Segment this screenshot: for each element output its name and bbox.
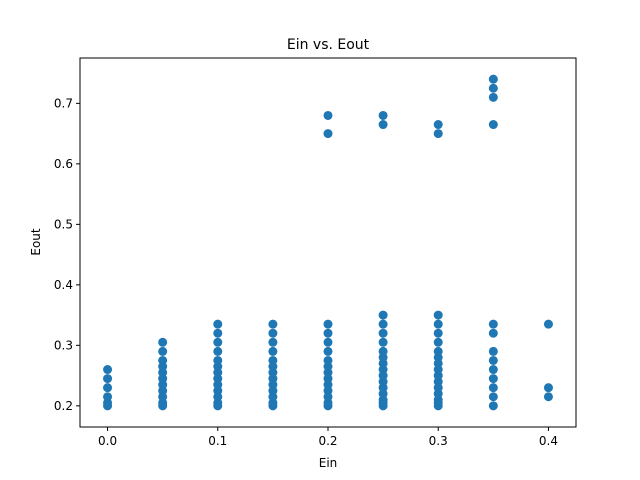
data-point xyxy=(433,328,443,338)
data-point xyxy=(323,129,333,139)
data-point xyxy=(488,355,498,365)
data-point xyxy=(103,374,113,384)
x-axis-ticks: 0.0 0.1 0.2 0.3 0.4 xyxy=(98,427,558,448)
data-point xyxy=(378,310,388,320)
data-point xyxy=(488,401,498,411)
data-point xyxy=(378,346,388,356)
data-point xyxy=(433,129,443,139)
data-point xyxy=(433,346,443,356)
data-point xyxy=(268,355,278,365)
data-point xyxy=(268,328,278,338)
plot-points xyxy=(103,74,553,411)
data-point xyxy=(543,392,553,402)
data-point xyxy=(213,346,223,356)
data-point xyxy=(323,319,333,329)
data-point xyxy=(213,319,223,329)
data-point xyxy=(488,374,498,384)
data-point xyxy=(543,383,553,393)
data-point xyxy=(543,319,553,329)
data-point xyxy=(158,346,168,356)
data-point xyxy=(488,83,498,93)
data-point xyxy=(323,346,333,356)
data-point xyxy=(213,337,223,347)
data-point xyxy=(323,328,333,338)
data-point xyxy=(433,310,443,320)
data-point xyxy=(103,383,113,393)
data-point xyxy=(433,319,443,329)
data-point xyxy=(158,337,168,347)
data-point xyxy=(488,328,498,338)
data-point xyxy=(378,328,388,338)
y-tick-label: 0.4 xyxy=(54,278,73,292)
x-tick-label: 0.1 xyxy=(208,434,227,448)
data-point xyxy=(323,110,333,120)
data-point xyxy=(378,120,388,130)
data-point xyxy=(378,319,388,329)
data-point xyxy=(488,74,498,84)
plot-frame xyxy=(79,57,577,428)
data-point xyxy=(323,355,333,365)
data-point xyxy=(488,392,498,402)
data-point xyxy=(433,120,443,130)
y-tick-label: 0.2 xyxy=(54,399,73,413)
x-tick-label: 0.3 xyxy=(429,434,448,448)
data-point xyxy=(488,365,498,375)
data-point xyxy=(378,337,388,347)
data-point xyxy=(103,365,113,375)
y-tick-label: 0.3 xyxy=(54,338,73,352)
data-point xyxy=(323,337,333,347)
data-point xyxy=(488,92,498,102)
data-point xyxy=(268,337,278,347)
data-point xyxy=(158,355,168,365)
x-tick-label: 0.0 xyxy=(98,434,117,448)
data-point xyxy=(268,346,278,356)
data-point xyxy=(103,392,113,402)
y-axis-label: Eout xyxy=(29,228,43,256)
y-tick-label: 0.6 xyxy=(54,157,73,171)
data-point xyxy=(433,337,443,347)
data-point xyxy=(488,383,498,393)
data-point xyxy=(378,110,388,120)
y-tick-label: 0.5 xyxy=(54,217,73,231)
data-point xyxy=(488,346,498,356)
data-point xyxy=(488,319,498,329)
data-point xyxy=(213,328,223,338)
x-tick-label: 0.2 xyxy=(318,434,337,448)
y-axis-ticks: 0.2 0.3 0.4 0.5 0.6 0.7 xyxy=(54,96,80,413)
data-point xyxy=(488,120,498,130)
data-point xyxy=(213,355,223,365)
data-point xyxy=(268,319,278,329)
y-tick-label: 0.7 xyxy=(54,96,73,110)
x-tick-label: 0.4 xyxy=(539,434,558,448)
x-axis-label: Ein xyxy=(319,456,338,470)
chart-title: Ein vs. Eout xyxy=(287,37,370,53)
